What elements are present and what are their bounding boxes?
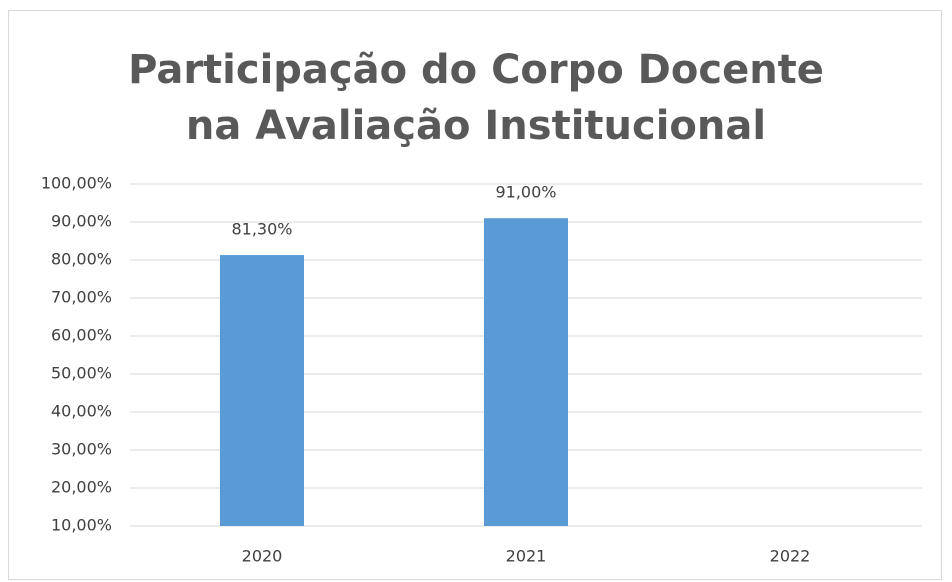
y-tick-label: 100,00% [41,174,112,193]
y-tick-label: 10,00% [51,516,112,535]
y-tick-label: 70,00% [51,288,112,307]
chart-frame [8,10,942,580]
y-tick-label: 20,00% [51,478,112,497]
x-tick-label: 2020 [242,547,283,566]
y-tick-label: 80,00% [51,250,112,269]
x-tick-label: 2022 [770,547,811,566]
y-tick-label: 60,00% [51,326,112,345]
x-tick-label: 2021 [506,547,547,566]
data-label: 81,30% [231,220,292,239]
bar [220,255,304,526]
y-tick-label: 40,00% [51,402,112,421]
chart-title: Participação do Corpo Docente na Avaliaç… [128,47,824,149]
y-tick-label: 90,00% [51,212,112,231]
data-label: 91,00% [495,183,556,202]
bar [484,218,568,526]
y-tick-label: 30,00% [51,440,112,459]
y-tick-label: 50,00% [51,364,112,383]
